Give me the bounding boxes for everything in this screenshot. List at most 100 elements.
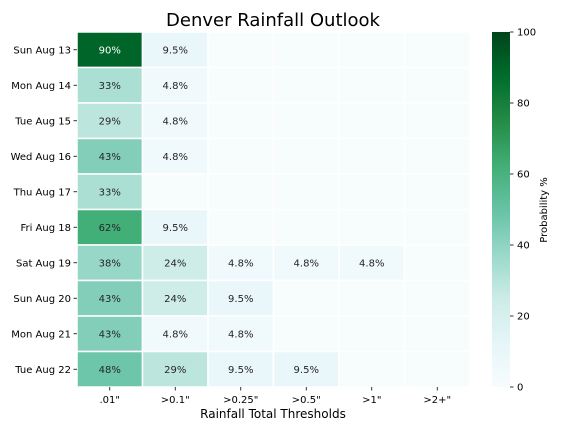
colorbar-label: Probability % <box>539 177 550 243</box>
y-tick-label: Fri Aug 18 <box>20 223 71 234</box>
cell-value-label: 9.5% <box>163 223 188 234</box>
x-tick-label: >0.25" <box>223 395 258 406</box>
heatmap-cell <box>272 102 340 140</box>
colorbar-tick-label: 60 <box>517 170 530 181</box>
x-axis-tick-labels: .01" >0.1" >0.25" >0.5" >1" >2+" <box>99 387 451 406</box>
heatmap-cell <box>338 173 406 211</box>
chart-title: Denver Rainfall Outlook <box>166 10 380 31</box>
heatmap-cell <box>141 315 209 353</box>
heatmap-cell <box>403 102 471 140</box>
heatmap-cell <box>272 208 340 246</box>
heatmap-cell <box>207 102 275 140</box>
heatmap-cell <box>338 315 406 353</box>
y-tick-label: Mon Aug 14 <box>11 81 71 92</box>
x-axis-label: Rainfall Total Thresholds <box>200 407 346 421</box>
cell-value-label: 38% <box>99 258 121 269</box>
cell-value-label: 29% <box>99 116 121 127</box>
cell-value-label: 29% <box>164 365 186 376</box>
cell-value-label: 48% <box>99 365 121 376</box>
heatmap-cell <box>403 279 471 317</box>
heatmap-cell <box>76 315 144 353</box>
y-tick-label: Mon Aug 21 <box>11 329 71 340</box>
heatmap-cell <box>403 244 471 282</box>
heatmap-cell <box>338 350 406 388</box>
y-tick-label: Wed Aug 16 <box>11 152 71 163</box>
y-tick-label: Sun Aug 20 <box>13 294 71 305</box>
cell-value-label: 4.8% <box>163 329 188 340</box>
cell-value-label: 43% <box>99 152 121 163</box>
heatmap-cell <box>207 173 275 211</box>
colorbar: 0 20 40 60 80 100 <box>492 28 536 394</box>
cell-value-label: 90% <box>99 45 121 56</box>
heatmap-cell <box>403 350 471 388</box>
heatmap-cell <box>403 31 471 69</box>
cell-value-label: 24% <box>164 294 186 305</box>
heatmap-cell <box>141 31 209 69</box>
x-tick-label: .01" <box>99 395 120 406</box>
heatmap-cell <box>338 208 406 246</box>
heatmap-cell <box>403 208 471 246</box>
heatmap-cell <box>272 31 340 69</box>
heatmap-cell <box>76 244 144 282</box>
cell-value-label: 4.8% <box>163 116 188 127</box>
cell-value-label: 4.8% <box>359 258 384 269</box>
cell-value-label: 9.5% <box>163 45 188 56</box>
y-tick-label: Sun Aug 13 <box>13 45 71 56</box>
heatmap-cell <box>272 66 340 104</box>
heatmap-cell <box>76 350 144 388</box>
colorbar-tick-label: 40 <box>517 241 530 252</box>
x-tick-label: >2+" <box>423 395 451 406</box>
cell-value-label: 43% <box>99 329 121 340</box>
cell-value-label: 4.8% <box>163 152 188 163</box>
heatmap-cell <box>272 137 340 175</box>
heatmap-cell <box>141 173 209 211</box>
colorbar-tick-label: 80 <box>517 99 530 110</box>
x-tick-label: >1" <box>362 395 381 406</box>
heatmap-cells: 90% 9.5% 33% 4.8% 29% 4.8% 43% 4.8% 33% 62% 9.5% 38… <box>76 31 471 388</box>
heatmap-cell <box>207 31 275 69</box>
cell-value-label: 43% <box>99 294 121 305</box>
heatmap-cell <box>207 137 275 175</box>
colorbar-gradient <box>492 32 510 387</box>
heatmap-cell <box>338 137 406 175</box>
colorbar-tick-label: 20 <box>517 312 530 323</box>
heatmap-cell <box>403 66 471 104</box>
cell-value-label: 9.5% <box>228 365 253 376</box>
heatmap-cell <box>207 66 275 104</box>
y-tick-label: Thu Aug 17 <box>13 187 71 198</box>
cell-value-label: 9.5% <box>228 294 253 305</box>
heatmap-cell <box>272 173 340 211</box>
colorbar-tick-label: 0 <box>517 383 523 394</box>
heatmap-cell <box>338 244 406 282</box>
heatmap-cell <box>403 315 471 353</box>
cell-value-label: 24% <box>164 258 186 269</box>
heatmap-cell <box>207 279 275 317</box>
y-tick-label: Tue Aug 15 <box>14 116 71 127</box>
cell-value-label: 62% <box>99 223 121 234</box>
heatmap-cell <box>338 279 406 317</box>
cell-value-label: 4.8% <box>294 258 319 269</box>
cell-value-label: 4.8% <box>228 258 253 269</box>
heatmap-cell <box>141 137 209 175</box>
cell-value-label: 33% <box>99 81 121 92</box>
heatmap-cell <box>207 315 275 353</box>
heatmap-cell <box>272 279 340 317</box>
heatmap-cell <box>338 102 406 140</box>
heatmap-cell <box>403 137 471 175</box>
heatmap-cell <box>141 102 209 140</box>
cell-value-label: 9.5% <box>294 365 319 376</box>
heatmap-cell <box>338 66 406 104</box>
heatmap-cell <box>272 315 340 353</box>
heatmap-cell <box>207 244 275 282</box>
x-tick-label: >0.5" <box>292 395 321 406</box>
heatmap-cell <box>338 31 406 69</box>
colorbar-tick-label: 100 <box>517 28 536 39</box>
cell-value-label: 33% <box>99 187 121 198</box>
x-tick-label: >0.1" <box>161 395 190 406</box>
y-axis-tick-labels: Sun Aug 13 Mon Aug 14 Tue Aug 15 Wed Aug 16… <box>11 45 77 376</box>
y-tick-label: Sat Aug 19 <box>16 258 71 269</box>
y-tick-label: Tue Aug 22 <box>14 365 71 376</box>
cell-value-label: 4.8% <box>163 81 188 92</box>
heatmap-cell <box>403 173 471 211</box>
